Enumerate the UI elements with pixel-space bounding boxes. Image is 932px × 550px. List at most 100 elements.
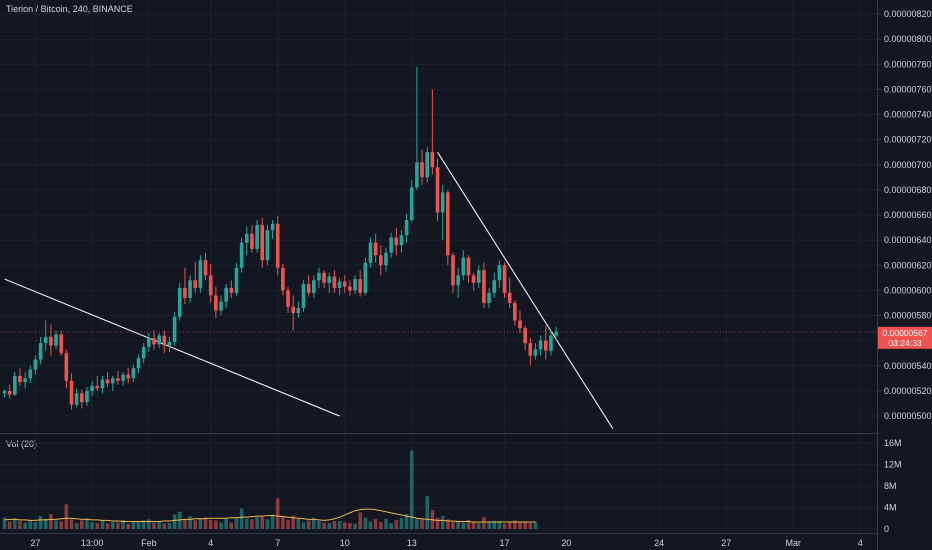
candle-body bbox=[147, 338, 151, 347]
candle-body bbox=[456, 275, 460, 286]
candle-body bbox=[379, 255, 383, 266]
price-tick-label: 0.00000500 bbox=[884, 411, 932, 421]
candle-body bbox=[2, 390, 7, 394]
candle-body bbox=[342, 281, 347, 287]
candle-body bbox=[33, 359, 38, 370]
candle-body bbox=[373, 242, 378, 256]
candle-body bbox=[327, 276, 332, 283]
candle-body bbox=[250, 233, 254, 249]
volume-bar bbox=[384, 518, 388, 529]
candle-body bbox=[363, 262, 368, 293]
volume-bar bbox=[18, 520, 22, 529]
candle-body bbox=[69, 380, 74, 405]
volume-bar bbox=[33, 522, 38, 529]
candle-body bbox=[126, 374, 131, 379]
volume-bar bbox=[167, 523, 172, 529]
time-tick-label: 7 bbox=[275, 538, 280, 548]
candle-body bbox=[492, 280, 497, 293]
volume-bar bbox=[332, 520, 337, 529]
candle-body bbox=[451, 255, 455, 286]
volume-bar bbox=[136, 521, 141, 529]
candle-body bbox=[409, 187, 414, 221]
candle-body bbox=[420, 162, 424, 178]
volume-bar bbox=[312, 517, 316, 529]
volume-bar bbox=[208, 519, 213, 529]
chart-title: Tierion / Bitcoin, 240, BINANCE bbox=[6, 4, 133, 14]
volume-bar bbox=[337, 520, 342, 529]
volume-ma-line bbox=[4, 508, 536, 523]
candle-body bbox=[203, 260, 208, 276]
volume-bar bbox=[183, 519, 187, 529]
candle-body bbox=[399, 235, 404, 246]
volume-bar bbox=[507, 522, 512, 529]
candle-body bbox=[322, 272, 326, 283]
volume-bar bbox=[502, 523, 507, 529]
volume-bar bbox=[80, 520, 84, 529]
candle-body bbox=[384, 252, 388, 266]
volume-bar bbox=[64, 504, 69, 529]
volume-tick-label: 0 bbox=[884, 524, 889, 534]
candle-body bbox=[281, 267, 285, 291]
volume-bar bbox=[389, 523, 393, 529]
candle-body bbox=[275, 223, 280, 268]
candle-body bbox=[255, 225, 259, 249]
volume-bar bbox=[121, 519, 125, 529]
candle-body bbox=[141, 346, 146, 359]
volume-bar bbox=[131, 520, 136, 529]
volume-bar bbox=[74, 523, 79, 529]
candle-body bbox=[224, 287, 228, 302]
candle-body bbox=[23, 378, 27, 383]
price-tick-label: 0.00000720 bbox=[884, 135, 932, 145]
volume-bar bbox=[141, 520, 146, 529]
candle-body bbox=[461, 257, 466, 276]
time-tick-label: 4 bbox=[858, 538, 863, 548]
volume-bar bbox=[100, 520, 105, 529]
candle-body bbox=[49, 336, 53, 346]
candle-body bbox=[43, 336, 48, 344]
volume-bar bbox=[301, 522, 306, 529]
volume-bar bbox=[23, 522, 27, 529]
candle-body bbox=[471, 275, 476, 283]
volume-tick-label: 12M bbox=[884, 460, 902, 470]
candle-body bbox=[337, 281, 342, 288]
candle-body bbox=[260, 225, 265, 261]
volume-bar bbox=[203, 517, 208, 529]
volume-bar bbox=[435, 517, 440, 529]
volume-bar bbox=[404, 513, 409, 529]
volume-bar bbox=[291, 515, 295, 529]
candle-body bbox=[177, 287, 182, 317]
candle-body bbox=[296, 307, 301, 313]
trendline bbox=[437, 151, 614, 429]
candle-body bbox=[7, 390, 12, 395]
time-tick-label: 4 bbox=[208, 538, 213, 548]
candle-body bbox=[172, 316, 177, 342]
candle-body bbox=[435, 167, 440, 213]
candle-body bbox=[105, 379, 110, 384]
volume-bar bbox=[198, 518, 203, 529]
volume-bar bbox=[518, 522, 522, 529]
volume-bar bbox=[523, 521, 527, 529]
volume-bar bbox=[162, 523, 167, 529]
volume-bar bbox=[353, 523, 357, 529]
volume-bar bbox=[49, 513, 53, 529]
candle-body bbox=[507, 292, 512, 303]
candle-body bbox=[219, 301, 223, 311]
candle-body bbox=[543, 340, 548, 351]
volume-bar bbox=[342, 522, 347, 529]
candle-body bbox=[74, 393, 79, 405]
volume-bar bbox=[399, 518, 404, 529]
candle-body bbox=[188, 280, 192, 298]
candle-body bbox=[430, 152, 435, 168]
volume-tick-label: 4M bbox=[884, 503, 897, 513]
time-tick-label: 10 bbox=[340, 538, 350, 548]
price-badge-countdown: 03:24:33 bbox=[888, 338, 921, 348]
volume-bar bbox=[425, 496, 430, 529]
volume-bar bbox=[229, 522, 234, 529]
volume-pane-label: Vol (20) bbox=[6, 439, 38, 449]
volume-bar bbox=[43, 518, 48, 529]
candle-body bbox=[100, 379, 105, 389]
price-tick-label: 0.00000540 bbox=[884, 361, 932, 371]
volume-bar bbox=[513, 520, 517, 529]
candle-body bbox=[502, 265, 507, 293]
